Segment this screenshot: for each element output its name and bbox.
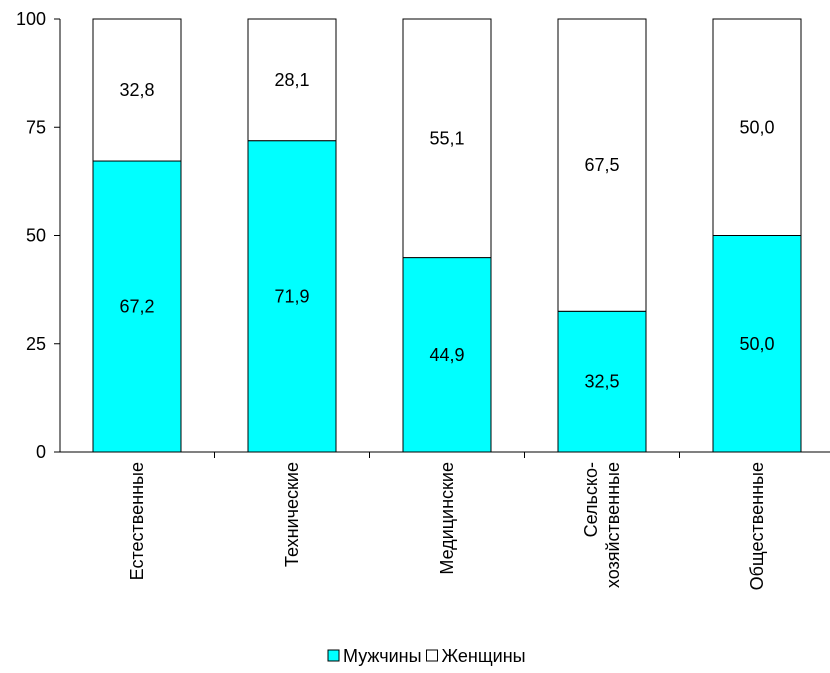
bar-segment-women [247, 18, 337, 142]
data-label: 32,5 [584, 372, 619, 392]
bar-segment-men [557, 310, 647, 453]
legend-swatch [327, 649, 340, 662]
data-label: 71,9 [274, 286, 309, 306]
bar-segment-men [712, 235, 802, 453]
data-labels: 67,2 32,8 71,9 28,1 44,9 55,1 32,5 67,5 50,0 50,0 [119, 70, 774, 392]
y-tick-label: 0 [36, 442, 46, 462]
data-label: 50,0 [739, 334, 774, 354]
bars [92, 18, 802, 453]
legend: Мужчины Женщины [327, 646, 526, 666]
y-tick-label: 75 [26, 117, 46, 137]
y-tick-label: 25 [26, 334, 46, 354]
data-label: 55,1 [429, 128, 464, 148]
bar-segment-men [402, 257, 492, 453]
legend-label: Мужчины [343, 646, 422, 666]
data-label: 28,1 [274, 70, 309, 90]
bar-segment-women [92, 18, 182, 162]
y-tick-label: 100 [16, 9, 46, 29]
axes: 0 25 50 75 100 Естественные Технические Медицин… [16, 9, 830, 590]
x-tick-label: Медицинские [437, 462, 457, 575]
legend-label: Женщины [442, 646, 526, 666]
data-label: 67,2 [119, 297, 154, 317]
x-category-label: Технические [282, 462, 302, 567]
legend-swatch [426, 649, 438, 662]
x-category-label: Сельско-хозяйственные [581, 462, 623, 588]
x-tick-label: хозяйственные [603, 462, 623, 588]
data-label: 32,8 [119, 80, 154, 100]
x-category-label: Медицинские [437, 462, 457, 575]
x-tick-label: Естественные [127, 462, 147, 580]
bar-segment-women [557, 18, 647, 312]
data-label: 50,0 [739, 117, 774, 137]
data-label: 44,9 [429, 345, 464, 365]
bar-segment-women [402, 18, 492, 259]
data-label: 67,5 [584, 155, 619, 175]
x-tick-label: Общественные [747, 462, 767, 590]
x-category-label: Общественные [747, 462, 767, 590]
bar-segment-men [92, 160, 182, 453]
bar-segment-men [247, 140, 337, 453]
x-tick-label: Сельско- [581, 462, 601, 537]
y-tick-label: 50 [26, 226, 46, 246]
x-category-label: Естественные [127, 462, 147, 580]
bar-segment-women [712, 18, 802, 236]
x-tick-label: Технические [282, 462, 302, 567]
